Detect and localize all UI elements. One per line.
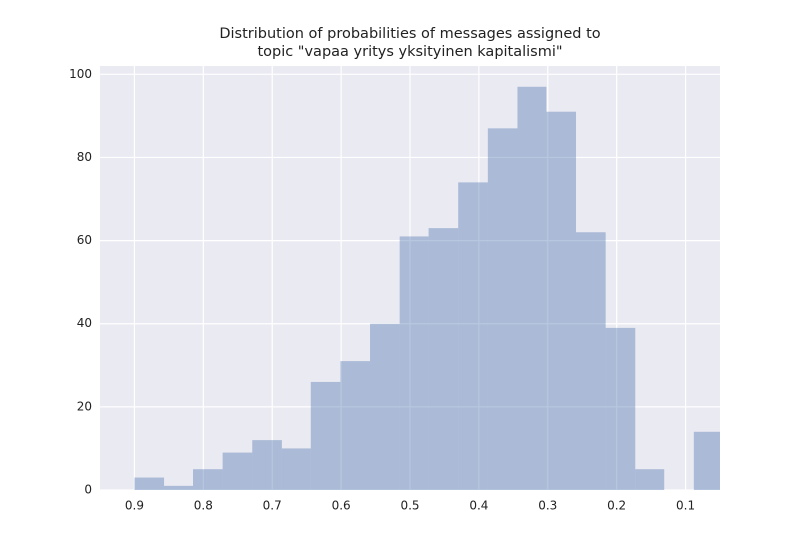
x-tick-label: 0.3	[538, 499, 557, 513]
y-tick-label: 0	[84, 483, 92, 497]
x-tick-label: 0.5	[400, 499, 419, 513]
bar	[164, 485, 193, 490]
bar	[340, 361, 371, 490]
bar	[546, 111, 577, 490]
bar	[310, 381, 341, 490]
x-tick-label: 0.7	[263, 499, 282, 513]
y-tick-label: 60	[77, 233, 92, 247]
y-tick-label: 100	[69, 67, 92, 81]
x-tick-label: 0.2	[607, 499, 626, 513]
x-tick-label: 0.4	[469, 499, 488, 513]
grid	[100, 66, 720, 491]
bar	[517, 86, 547, 490]
y-tick-label: 40	[77, 316, 92, 330]
x-tick-label: 0.8	[194, 499, 213, 513]
bar	[487, 128, 518, 490]
x-tick-label: 0.1	[676, 499, 695, 513]
bar	[635, 469, 665, 490]
bar	[458, 182, 488, 490]
y-tick-label: 80	[77, 150, 92, 164]
bar	[576, 232, 606, 490]
bar	[193, 469, 223, 490]
chart-title: topic "vapaa yritys yksityinen kapitalis…	[257, 44, 562, 60]
x-tick-label: 0.9	[125, 499, 144, 513]
bar	[428, 228, 459, 490]
bar	[399, 236, 429, 490]
bar	[252, 440, 282, 490]
bar	[370, 323, 400, 490]
bar	[134, 477, 165, 490]
bar	[693, 431, 720, 490]
bar	[222, 452, 253, 490]
bar	[605, 327, 636, 490]
chart-title: Distribution of probabilities of message…	[219, 26, 600, 42]
bars	[134, 86, 720, 490]
x-tick-label: 0.6	[332, 499, 351, 513]
bar	[281, 448, 311, 490]
y-tick-label: 20	[77, 399, 92, 413]
